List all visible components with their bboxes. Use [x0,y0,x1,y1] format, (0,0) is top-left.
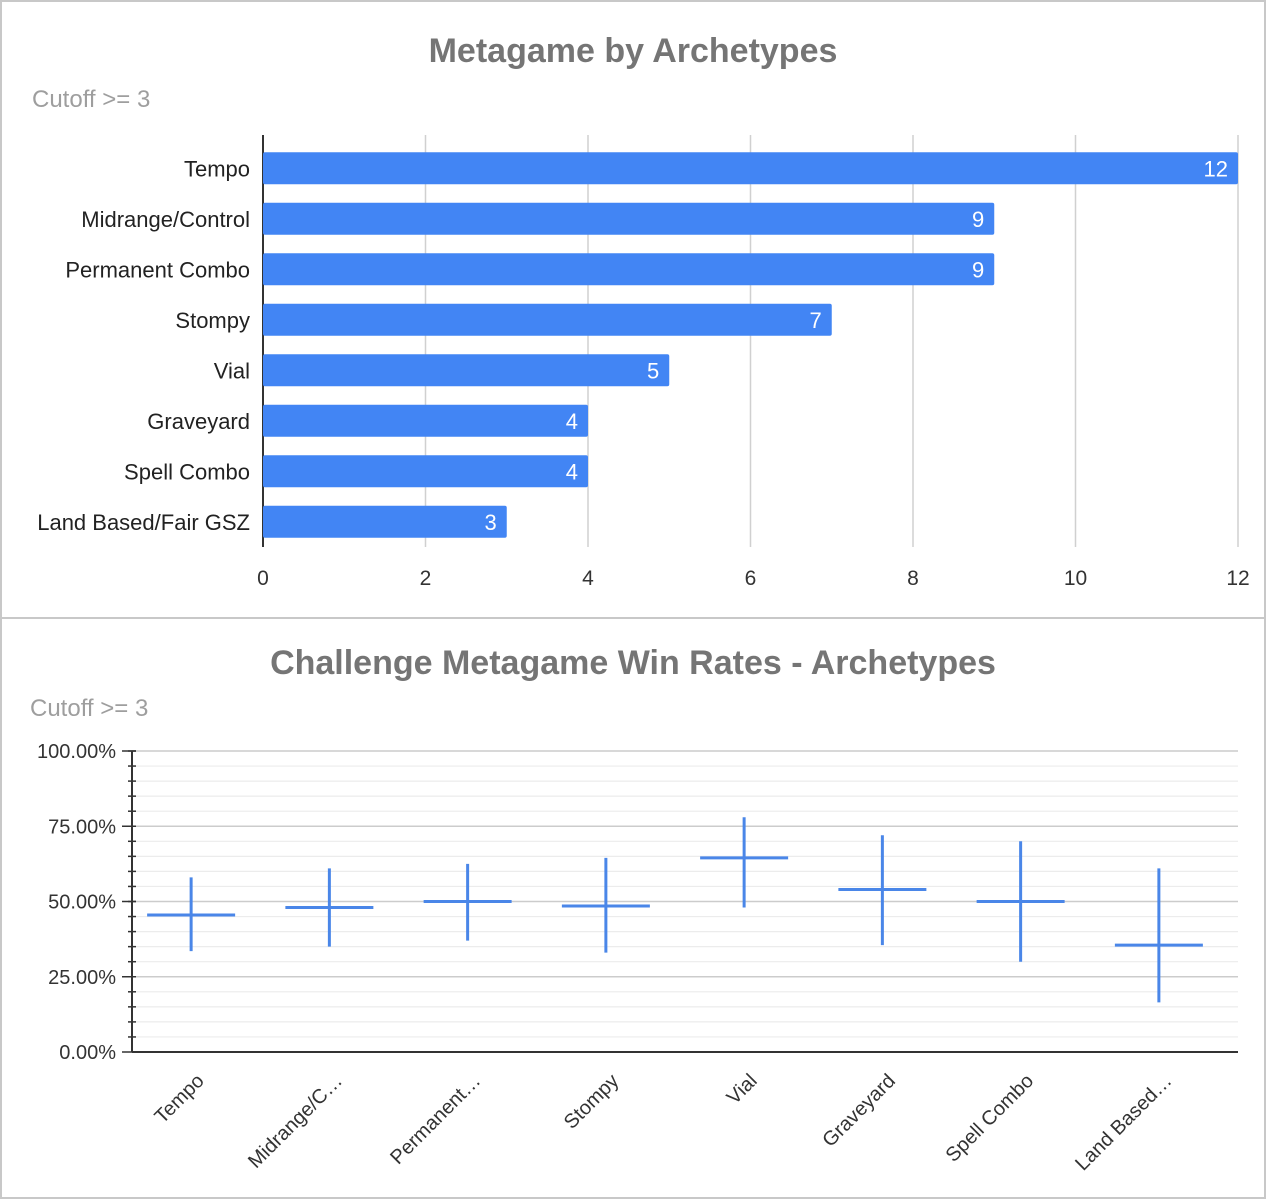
bar-value-label: 3 [485,510,497,535]
x-tick-label: Spell Combo [942,1070,1039,1167]
category-label: Midrange/Control [81,207,250,232]
bar-value-label: 9 [972,257,984,282]
category-label: Land Based/Fair GSZ [37,510,250,535]
category-label: Spell Combo [124,459,250,484]
winrate-chart-panel: Challenge Metagame Win Rates - Archetype… [0,619,1266,1199]
metagame-bar-chart-panel: Metagame by Archetypes Cutoff >= 3 0 2 4 6 8… [0,0,1266,619]
category-label: Stompy [175,308,250,333]
x-tick-label: Midrange/C… [244,1070,347,1173]
bar-chart-subtitle: Cutoff >= 3 [32,86,151,113]
x-tick-label: 0 [257,567,269,590]
category-label: Tempo [184,156,250,181]
bar-value-label: 4 [566,409,578,434]
bar-value-label: 9 [972,207,984,232]
winrate-chart-subtitle: Cutoff >= 3 [30,695,149,722]
y-tick-label: 25.00% [48,967,116,989]
bar [263,354,670,387]
bar-chart-title: Metagame by Archetypes [428,32,838,70]
y-tick-label: 100.00% [37,741,116,763]
x-tick-label: 8 [907,567,919,590]
bar-value-label: 12 [1204,156,1228,181]
y-tick-label: 0.00% [59,1042,116,1064]
x-tick-label: Tempo [151,1070,209,1128]
bar-value-label: 7 [810,308,822,333]
x-tick-label: Permanent… [386,1070,485,1169]
x-tick-label: 4 [582,567,594,590]
y-tick-label: 50.00% [48,892,116,914]
x-tick-label: Land Based… [1071,1070,1176,1175]
bar [263,253,995,286]
bar [263,455,588,488]
x-tick-label: 12 [1226,567,1249,590]
bar [263,202,995,235]
bar-value-label: 5 [647,358,659,383]
category-label: Graveyard [147,409,250,434]
bar [263,152,1238,185]
x-tick-label: Stompy [560,1070,624,1134]
x-tick-label: Graveyard [818,1070,900,1152]
x-tick-label: Vial [723,1070,762,1109]
bar [263,505,507,538]
x-tick-label: 2 [420,567,432,590]
bar [263,404,588,437]
y-tick-label: 75.00% [48,816,116,838]
bar [263,303,832,336]
x-tick-label: 6 [745,567,757,590]
winrate-chart-plot: 0.00% 25.00% 50.00% 75.00% 100.00% Tempo Midra… [37,741,1238,1175]
winrate-chart-title: Challenge Metagame Win Rates - Archetype… [270,644,996,682]
category-label: Permanent Combo [65,257,250,282]
x-tick-label: 10 [1064,567,1087,590]
bar-value-label: 4 [566,459,578,484]
category-label: Vial [214,358,250,383]
bar-chart-plot: 0 2 4 6 8 10 12 Tempo 12 Midrange/Control 9 Permane… [37,135,1250,590]
